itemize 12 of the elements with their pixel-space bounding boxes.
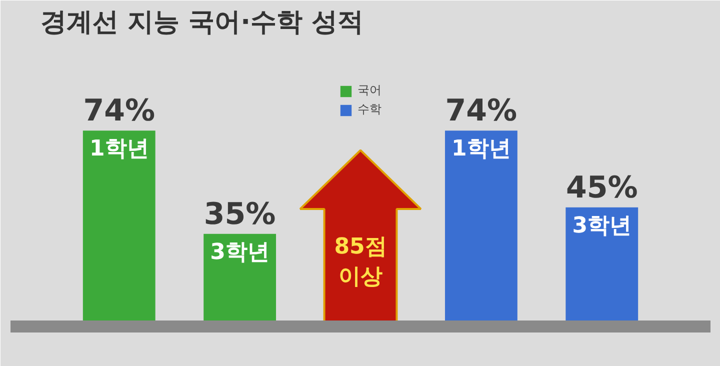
legend-label: 수학	[358, 101, 382, 118]
chart-title: 경계선 지능 국어·수학 성적	[40, 8, 364, 38]
data-label: 35%	[204, 196, 276, 232]
data-label: 74%	[83, 94, 156, 129]
annotation: 85점 이상	[334, 234, 387, 290]
legend-label: 국어	[358, 82, 382, 99]
x-tick-label: 3학년	[210, 240, 270, 265]
data-label: 45%	[566, 170, 638, 206]
data-label: 74%	[445, 94, 518, 129]
x-tick-label: 1학년	[89, 136, 149, 162]
x-tick-label: 1학년	[452, 136, 511, 162]
x-tick-label: 3학년	[572, 213, 632, 238]
